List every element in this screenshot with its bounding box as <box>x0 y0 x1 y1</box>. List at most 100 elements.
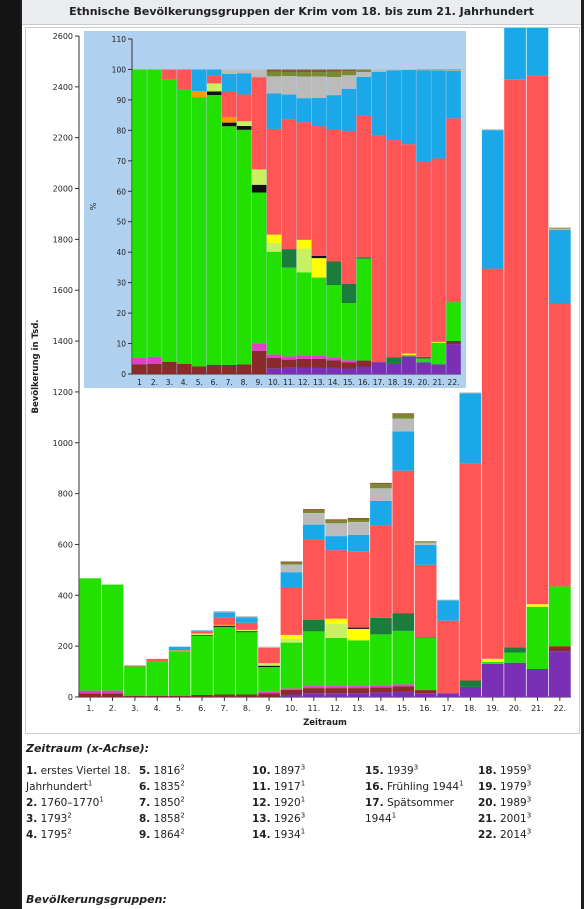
inset-bar-segment <box>281 94 297 120</box>
inset-bar-segment <box>341 69 357 72</box>
legend-item: 7. 18502 <box>139 795 252 811</box>
chart-frame: 0 200 400 600 800 1000 1200 1400 1600 1800 2000 220… <box>25 0 580 734</box>
inset-bar-segment <box>326 77 342 96</box>
legend-item: 16. Frühling 19441 <box>365 779 478 795</box>
bar-segment <box>280 635 303 639</box>
y-tick-label: 1800 <box>53 235 73 244</box>
bar-segment <box>526 669 549 697</box>
inset-bar-segment <box>311 126 327 256</box>
legend-item-text: 1864 <box>153 829 181 841</box>
inset-bar-segment <box>371 69 386 72</box>
inset-bar-segment <box>386 70 401 141</box>
inset-bar-segment <box>386 140 401 358</box>
bar-segment <box>168 695 191 697</box>
bar-segment <box>191 695 213 697</box>
bar-segment <box>235 616 258 618</box>
inset-bar-segment <box>311 277 327 356</box>
legend-item: 10. 18973 <box>252 763 365 779</box>
bar-segment <box>414 693 437 697</box>
bar-segment <box>124 695 146 697</box>
bar-segment <box>392 413 415 415</box>
inset-bar-segment <box>311 98 327 127</box>
inset-bar-segment <box>401 356 416 374</box>
inset-bar-segment <box>236 364 252 374</box>
bar-segment <box>437 600 459 621</box>
bar-segment <box>280 562 303 565</box>
bar-segment <box>437 620 459 694</box>
bar-segment <box>191 630 213 632</box>
bar-segment <box>258 647 280 664</box>
bar-segment <box>437 693 459 697</box>
bar-segment <box>392 414 415 419</box>
legend-item-text: 1926 <box>273 813 301 825</box>
legend-item: 2. 1760–17701 <box>26 795 139 811</box>
inset-bar-segment <box>266 243 282 252</box>
legend-column: 10. 18973 11. 19171 12. 19201 13. 19263 14. … <box>252 763 365 843</box>
inset-bar-segment <box>236 126 252 130</box>
bar-segment <box>325 520 347 524</box>
inset-y-tick-label: 90 <box>116 96 126 105</box>
inset-bar-segment <box>132 69 147 358</box>
inset-bar-segment <box>341 131 357 284</box>
inset-bar-segment <box>371 135 386 363</box>
bar-segment <box>325 519 347 521</box>
bar-segment <box>280 572 303 588</box>
bar-segment <box>392 418 415 432</box>
legend-item-footnote: 2 <box>180 795 185 804</box>
inset-y-tick-label: 50 <box>116 218 126 227</box>
inset-bar-segment <box>147 363 162 374</box>
y-tick-label: 600 <box>58 540 73 549</box>
inset-bar-segment <box>326 357 342 361</box>
inset-bar-segment <box>416 362 431 374</box>
x-tick-label: 22. <box>553 704 566 713</box>
bar-segment <box>347 551 370 628</box>
legend-item-footnote: 3 <box>526 827 532 836</box>
bar-segment <box>392 691 415 697</box>
bar-segment <box>370 634 392 686</box>
inset-x-tick-label: 19. <box>403 378 415 387</box>
legend-item-number: 7. <box>139 797 151 809</box>
inset-bar-segment <box>341 368 357 374</box>
legend-item-footnote: 3 <box>413 763 419 772</box>
legend-item-number: 4. <box>26 829 38 841</box>
legend-item-footnote: 3 <box>526 779 532 788</box>
legend-item: 12. 19201 <box>252 795 365 811</box>
x-axis-label: Zeitraum <box>303 718 347 728</box>
inset-bar-segment <box>251 343 267 351</box>
legend-item-number: 10. <box>252 765 271 777</box>
x-tick-label: 11. <box>307 704 320 713</box>
chart-title: Ethnische Bevölkerungsgruppen der Krim v… <box>22 0 581 25</box>
legend-item-footnote: 2 <box>180 763 185 772</box>
y-tick-label: 1200 <box>53 388 73 397</box>
legend-item-number: 11. <box>252 781 271 793</box>
bar-segment <box>280 689 303 695</box>
inset-bar-segment <box>177 89 192 364</box>
legend-item-number: 2. <box>26 797 38 809</box>
inset-bar-segment <box>251 69 267 78</box>
bar-segment <box>191 631 213 634</box>
inset-bar-segment <box>266 368 282 374</box>
inset-bar-segment <box>386 357 401 364</box>
inset-bar-segment <box>311 69 327 73</box>
inset-bar-segment <box>326 95 342 130</box>
bar-segment <box>280 642 303 689</box>
bar-segment <box>280 638 303 643</box>
inset-bar-segment <box>207 75 222 84</box>
inset-bar-segment <box>311 76 327 98</box>
inset-y-axis-label: % <box>89 202 98 210</box>
bar-segment <box>414 690 437 694</box>
inset-bar-segment <box>446 302 461 341</box>
bar-segment <box>325 693 347 697</box>
y-tick-label: 1400 <box>53 337 73 346</box>
inset-bar-segment <box>341 360 357 363</box>
bar-segment <box>347 693 370 697</box>
bar-segment <box>325 637 347 687</box>
inset-bar-segment <box>296 367 312 374</box>
inset-bar-segment <box>326 129 342 262</box>
inset-x-tick-label: 8. <box>241 378 248 387</box>
bar-segment <box>235 622 258 630</box>
legend-item-text: Spätsommer 1944 <box>365 797 454 825</box>
inset-bar-segment <box>296 272 312 356</box>
y-tick-label: 800 <box>58 490 73 499</box>
x-tick-label: 9. <box>265 704 273 713</box>
